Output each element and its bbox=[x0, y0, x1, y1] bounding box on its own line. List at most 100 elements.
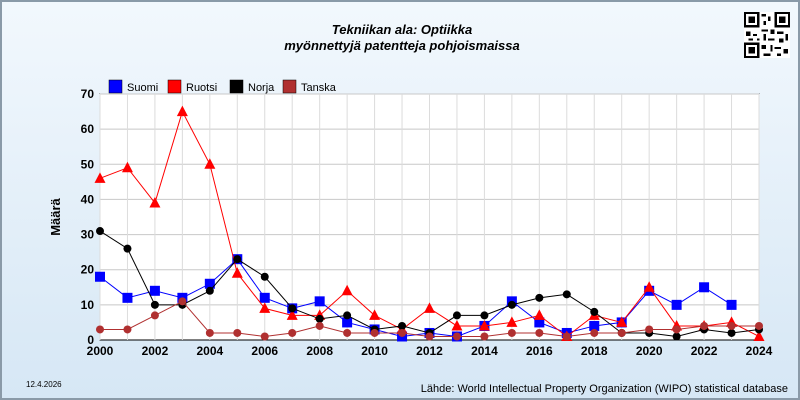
legend-label: Norja bbox=[248, 82, 275, 94]
data-point bbox=[398, 321, 407, 330]
data-point bbox=[204, 278, 215, 289]
data-point bbox=[342, 317, 353, 328]
data-point bbox=[343, 328, 352, 337]
data-point bbox=[286, 309, 298, 320]
x-tick-label: 2014 bbox=[471, 344, 498, 358]
legend-swatch bbox=[282, 79, 297, 94]
y-tick-label: 20 bbox=[81, 263, 95, 277]
data-point bbox=[672, 332, 681, 341]
x-tick-label: 2008 bbox=[306, 344, 333, 358]
data-point bbox=[149, 196, 161, 208]
data-point bbox=[726, 299, 737, 310]
x-tick-label: 2020 bbox=[636, 344, 663, 358]
data-point bbox=[260, 272, 269, 281]
data-point bbox=[259, 292, 270, 303]
data-point bbox=[425, 332, 434, 341]
data-point bbox=[424, 302, 435, 313]
x-tick-label: 2022 bbox=[691, 344, 718, 358]
data-point bbox=[341, 284, 353, 296]
data-point bbox=[398, 328, 407, 337]
legend-label: Ruotsi bbox=[186, 82, 217, 94]
x-tick-label: 2006 bbox=[251, 344, 278, 358]
data-point bbox=[535, 328, 544, 337]
data-point bbox=[122, 292, 133, 303]
data-point bbox=[150, 300, 159, 309]
x-tick-label: 2004 bbox=[196, 344, 223, 358]
data-point bbox=[616, 316, 628, 327]
legend-label: Tanska bbox=[301, 82, 337, 94]
data-point bbox=[149, 285, 160, 296]
data-point bbox=[123, 325, 132, 334]
series-tanska bbox=[96, 297, 763, 341]
y-tick-label: 70 bbox=[81, 87, 95, 101]
qr-code-icon[interactable] bbox=[744, 12, 790, 58]
data-point bbox=[315, 314, 324, 323]
y-axis-ticks: 0 10 20 30 40 50 60 70 bbox=[81, 87, 95, 347]
data-point bbox=[507, 328, 516, 337]
x-axis-ticks: 2000 2002 2004 2006 2008 2010 2012 2014 2016 2018… bbox=[87, 344, 773, 358]
data-point bbox=[343, 311, 352, 320]
data-point bbox=[672, 325, 681, 334]
data-point bbox=[451, 319, 463, 331]
x-tick-label: 2010 bbox=[361, 344, 388, 358]
data-point bbox=[727, 321, 736, 330]
data-point bbox=[506, 316, 518, 327]
data-point bbox=[535, 293, 544, 302]
data-point bbox=[260, 332, 269, 341]
data-point bbox=[699, 282, 710, 293]
data-point bbox=[178, 297, 187, 306]
data-point bbox=[288, 304, 297, 313]
data-point bbox=[204, 158, 216, 169]
x-tick-label: 2012 bbox=[416, 344, 443, 358]
data-point bbox=[233, 328, 242, 337]
data-point bbox=[533, 309, 545, 320]
data-point bbox=[589, 320, 600, 331]
data-point bbox=[259, 302, 271, 313]
x-tick-label: 2018 bbox=[581, 344, 608, 358]
legend-label: Suomi bbox=[127, 82, 158, 94]
y-tick-label: 40 bbox=[81, 192, 95, 206]
x-tick-label: 2016 bbox=[526, 344, 553, 358]
data-point bbox=[121, 161, 133, 173]
data-point bbox=[700, 321, 709, 330]
data-point bbox=[480, 311, 489, 320]
data-point bbox=[534, 317, 545, 328]
data-point bbox=[590, 328, 599, 337]
data-point bbox=[150, 311, 159, 320]
data-point bbox=[643, 281, 655, 292]
data-point bbox=[753, 330, 765, 341]
data-point bbox=[369, 309, 381, 320]
data-point bbox=[96, 227, 104, 236]
data-point bbox=[645, 325, 654, 334]
x-tick-label: 2000 bbox=[87, 344, 114, 358]
data-point bbox=[671, 299, 682, 310]
legend-swatch bbox=[167, 79, 182, 94]
chart-title: Tekniikan ala: Optiikka bbox=[331, 22, 473, 37]
data-point bbox=[480, 332, 489, 341]
y-axis-label: Määrä bbox=[48, 197, 63, 235]
x-tick-label: 2024 bbox=[746, 344, 773, 358]
legend-swatch bbox=[229, 79, 244, 94]
data-point bbox=[755, 321, 763, 330]
data-point bbox=[123, 244, 132, 253]
data-point bbox=[231, 267, 243, 278]
y-tick-label: 50 bbox=[81, 157, 95, 171]
data-point bbox=[176, 105, 188, 117]
data-point bbox=[562, 332, 571, 341]
data-point bbox=[507, 300, 516, 309]
footer-source: Lähde: World Intellectual Property Organ… bbox=[420, 383, 788, 395]
data-point bbox=[727, 328, 736, 337]
data-point bbox=[452, 332, 461, 341]
data-point bbox=[95, 271, 105, 282]
data-point bbox=[94, 172, 106, 183]
x-tick-label: 2002 bbox=[142, 344, 169, 358]
data-point bbox=[452, 311, 461, 320]
data-point bbox=[233, 255, 242, 264]
data-point bbox=[617, 328, 626, 337]
legend: Suomi Ruotsi Norja Tanska bbox=[108, 79, 337, 94]
y-tick-label: 60 bbox=[81, 122, 95, 136]
data-point bbox=[96, 325, 104, 334]
chart-subtitle: myönnettyjä patentteja pohjoismaissa bbox=[284, 38, 520, 53]
legend-swatch bbox=[108, 79, 123, 94]
